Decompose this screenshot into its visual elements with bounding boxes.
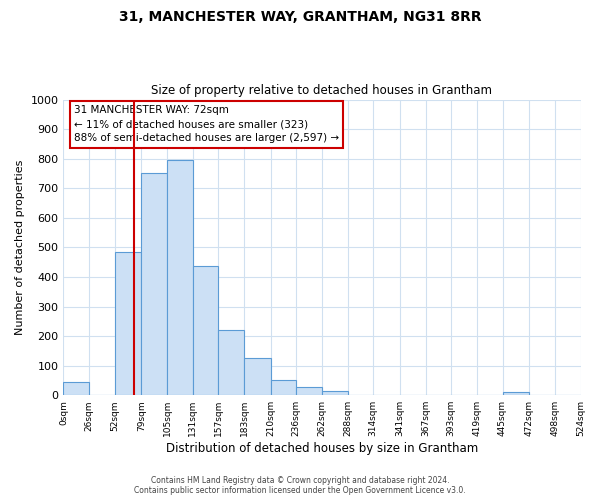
Bar	[322, 391, 347, 395]
Bar	[503, 392, 529, 395]
Bar	[218, 330, 244, 395]
Bar	[142, 174, 167, 395]
Text: 31, MANCHESTER WAY, GRANTHAM, NG31 8RR: 31, MANCHESTER WAY, GRANTHAM, NG31 8RR	[119, 10, 481, 24]
Y-axis label: Number of detached properties: Number of detached properties	[15, 160, 25, 335]
Bar	[296, 387, 322, 395]
Bar	[64, 382, 89, 395]
Text: 31 MANCHESTER WAY: 72sqm
← 11% of detached houses are smaller (323)
88% of semi-: 31 MANCHESTER WAY: 72sqm ← 11% of detach…	[74, 106, 339, 144]
Text: Contains HM Land Registry data © Crown copyright and database right 2024.
Contai: Contains HM Land Registry data © Crown c…	[134, 476, 466, 495]
Bar	[193, 266, 218, 395]
X-axis label: Distribution of detached houses by size in Grantham: Distribution of detached houses by size …	[166, 442, 478, 455]
Bar	[244, 358, 271, 395]
Bar	[167, 160, 193, 395]
Bar	[115, 252, 142, 395]
Title: Size of property relative to detached houses in Grantham: Size of property relative to detached ho…	[151, 84, 493, 97]
Bar	[271, 380, 296, 395]
